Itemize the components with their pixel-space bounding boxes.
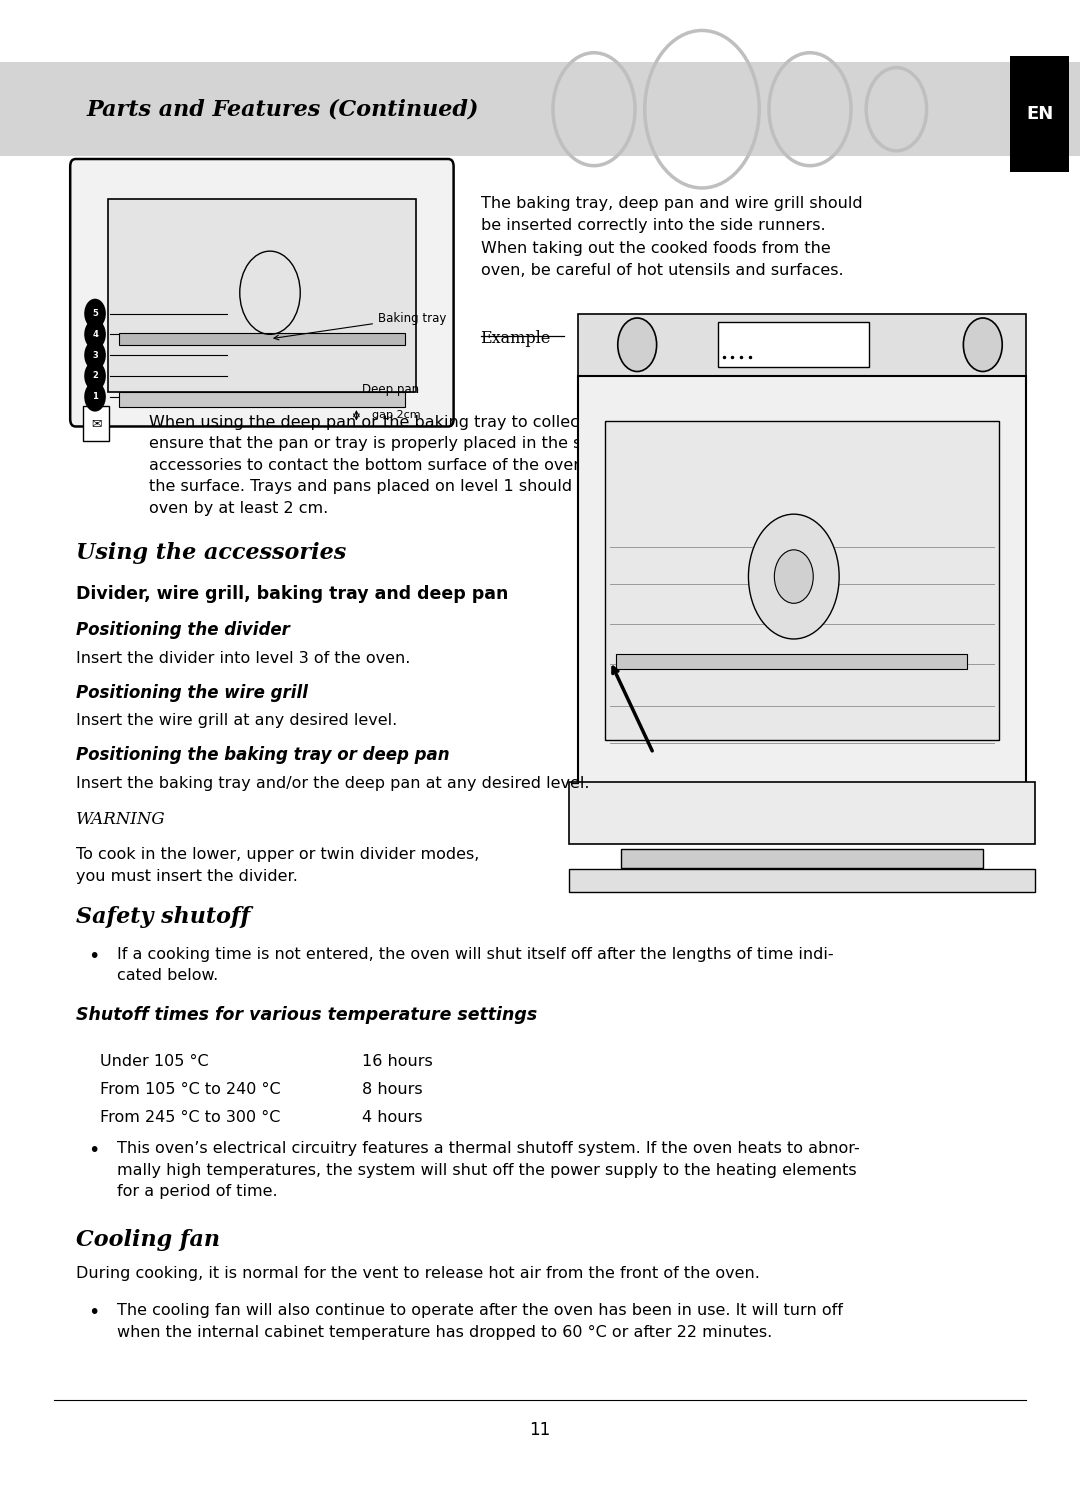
Text: Example: Example bbox=[481, 330, 551, 346]
Circle shape bbox=[84, 319, 106, 349]
Text: From 105 °C to 240 °C: From 105 °C to 240 °C bbox=[100, 1082, 281, 1097]
Text: Divider, wire grill, baking tray and deep pan: Divider, wire grill, baking tray and dee… bbox=[76, 585, 508, 603]
Text: When using the deep pan or the baking tray to collect drippings from cooking foo: When using the deep pan or the baking tr… bbox=[149, 415, 829, 516]
Text: Insert the divider into level 3 of the oven.: Insert the divider into level 3 of the o… bbox=[76, 651, 410, 666]
Text: 1: 1 bbox=[92, 392, 98, 401]
Text: Shutoff times for various temperature settings: Shutoff times for various temperature se… bbox=[76, 1006, 537, 1024]
Text: Under 105 °C: Under 105 °C bbox=[100, 1054, 210, 1068]
Text: 16 hours: 16 hours bbox=[362, 1054, 433, 1068]
Bar bbox=[605, 421, 999, 740]
Text: Parts and Features (Continued): Parts and Features (Continued) bbox=[86, 98, 478, 120]
Text: If a cooking time is not entered, the oven will shut itself off after the length: If a cooking time is not entered, the ov… bbox=[117, 947, 834, 984]
Bar bbox=[1010, 56, 1069, 172]
Text: Safety shutoff: Safety shutoff bbox=[76, 906, 249, 929]
Text: From 245 °C to 300 °C: From 245 °C to 300 °C bbox=[100, 1110, 281, 1125]
Text: Cooling fan: Cooling fan bbox=[76, 1229, 219, 1251]
Text: 2: 2 bbox=[92, 372, 98, 380]
Text: 4: 4 bbox=[92, 330, 98, 339]
Bar bbox=[569, 782, 1035, 844]
Text: •: • bbox=[89, 1141, 100, 1161]
FancyBboxPatch shape bbox=[70, 159, 454, 426]
Bar bbox=[621, 849, 983, 868]
Text: •: • bbox=[89, 947, 100, 966]
Bar bbox=[578, 314, 1026, 376]
Text: This oven’s electrical circuitry features a thermal shutoff system. If the oven : This oven’s electrical circuitry feature… bbox=[117, 1141, 860, 1199]
Text: 3: 3 bbox=[92, 351, 98, 360]
Bar bbox=[108, 199, 416, 392]
Bar bbox=[83, 406, 109, 441]
Text: gap 2cm: gap 2cm bbox=[372, 410, 420, 419]
Text: Baking tray: Baking tray bbox=[274, 312, 446, 340]
Text: The cooling fan will also continue to operate after the oven has been in use. It: The cooling fan will also continue to op… bbox=[117, 1303, 842, 1340]
Text: Positioning the baking tray or deep pan: Positioning the baking tray or deep pan bbox=[76, 746, 449, 764]
Circle shape bbox=[963, 318, 1002, 372]
Text: Deep pan: Deep pan bbox=[362, 383, 419, 395]
Bar bbox=[718, 322, 869, 367]
Text: The baking tray, deep pan and wire grill should
be inserted correctly into the s: The baking tray, deep pan and wire grill… bbox=[481, 196, 862, 278]
Circle shape bbox=[618, 318, 657, 372]
Text: During cooking, it is normal for the vent to release hot air from the front of t: During cooking, it is normal for the ven… bbox=[76, 1266, 759, 1281]
Circle shape bbox=[84, 299, 106, 328]
Text: •: • bbox=[89, 1303, 100, 1323]
Circle shape bbox=[84, 340, 106, 370]
Text: To cook in the lower, upper or twin divider modes,
you must insert the divider.: To cook in the lower, upper or twin divi… bbox=[76, 847, 478, 884]
Circle shape bbox=[84, 382, 106, 412]
Text: Insert the baking tray and/or the deep pan at any desired level.: Insert the baking tray and/or the deep p… bbox=[76, 776, 589, 791]
Circle shape bbox=[748, 514, 839, 639]
Text: 4 hours: 4 hours bbox=[362, 1110, 422, 1125]
Text: 8 hours: 8 hours bbox=[362, 1082, 422, 1097]
Bar bbox=[578, 376, 1026, 785]
Text: Positioning the divider: Positioning the divider bbox=[76, 621, 289, 639]
Bar bbox=[119, 333, 405, 345]
Text: 5: 5 bbox=[92, 309, 98, 318]
Circle shape bbox=[84, 361, 106, 391]
Text: 11: 11 bbox=[529, 1421, 551, 1438]
Text: Level 1: Deep pan
Level 4: Baking tray: Level 1: Deep pan Level 4: Baking tray bbox=[659, 330, 820, 370]
Text: WARNING: WARNING bbox=[76, 811, 165, 828]
Text: Using the accessories: Using the accessories bbox=[76, 542, 346, 565]
Text: ✉: ✉ bbox=[91, 418, 102, 429]
Circle shape bbox=[774, 550, 813, 603]
Bar bbox=[616, 654, 967, 669]
Text: Insert the wire grill at any desired level.: Insert the wire grill at any desired lev… bbox=[76, 713, 396, 728]
Text: EN: EN bbox=[1026, 106, 1053, 123]
Text: Positioning the wire grill: Positioning the wire grill bbox=[76, 684, 308, 701]
Bar bbox=[119, 392, 405, 407]
Bar bbox=[0, 62, 1080, 156]
Bar bbox=[569, 869, 1035, 892]
